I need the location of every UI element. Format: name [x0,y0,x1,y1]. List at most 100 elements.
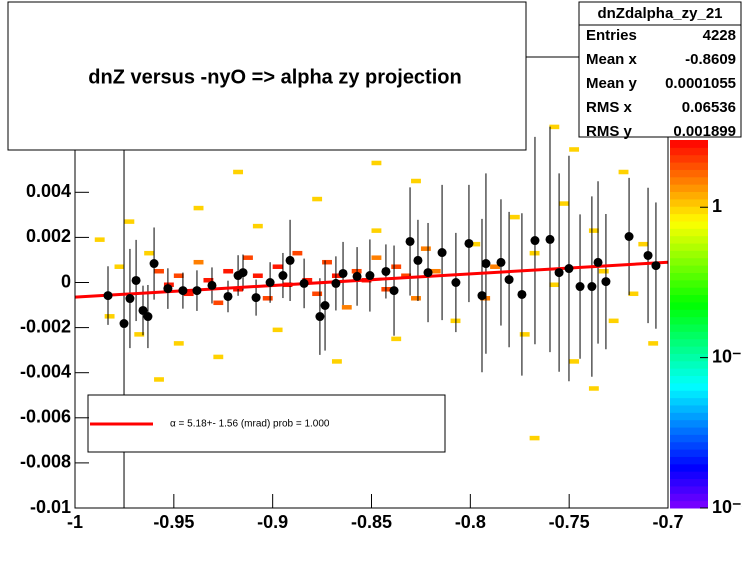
heatmap-cell [371,255,382,260]
palette-step [670,360,708,369]
profile-point [554,268,564,278]
heatmap-cell [470,241,481,247]
heatmap-cell [391,336,402,342]
palette-step [670,485,708,494]
stats-value: 0.0001055 [665,75,736,92]
heatmap-cell [371,228,382,233]
profile-point [389,286,399,296]
profile-point [651,261,661,271]
heatmap-cell [569,147,580,152]
palette-step [670,198,708,207]
profile-point [464,238,474,248]
heatmap-cell [124,219,135,224]
heatmap-cell [292,250,303,256]
heatmap-cell [114,264,125,269]
palette-step [670,191,708,200]
heatmap-cell [94,237,105,242]
heatmap-cell [213,300,224,306]
profile-point [545,234,555,244]
palette-step [670,441,708,450]
y-tick-label: -0.006 [20,407,71,427]
profile-point [315,312,325,322]
heatmap-cell [134,332,145,337]
heatmap-cell [608,318,619,324]
heatmap-cell [598,268,609,274]
palette-step [670,206,708,215]
profile-point [481,259,491,269]
profile-point [381,266,391,276]
profile-point [338,268,348,278]
stats-value: 4228 [703,27,736,44]
profile-point [564,264,574,274]
heatmap-cell [371,160,382,166]
profile-point [149,259,159,269]
profile-point [593,257,603,267]
heatmap-cell [312,291,323,297]
palette-step [670,147,708,156]
palette-step [670,301,708,310]
palette-step [670,390,708,399]
palette-step [670,140,708,148]
stats-name: Entries [586,27,637,44]
title-box [7,1,527,151]
profile-point [207,280,217,290]
heatmap-cell [223,268,234,274]
palette-step [670,279,708,288]
heatmap-cell [430,268,441,274]
heatmap-cell [233,169,244,175]
stats-name: RMS y [586,123,633,140]
palette-step [670,471,708,480]
heatmap-cell [588,386,599,391]
profile-point [423,268,433,278]
profile-point [477,291,487,301]
x-tick-label: -0.9 [257,512,288,532]
palette-step [670,419,708,428]
x-tick-label: -0.75 [549,512,590,532]
heatmap-cell [322,259,332,265]
z-tick-label: 10⁻¹ [712,346,742,366]
profile-point [575,282,585,292]
palette-step [670,228,708,237]
x-tick-label: -0.85 [351,512,392,532]
stats-title: dnZdalpha_zy_21 [597,5,722,22]
heatmap-cell [154,268,164,274]
palette-step [670,331,708,340]
profile-point [178,286,188,296]
palette-step [670,427,708,435]
heatmap-cell [588,228,599,233]
legend-text: α = 5.18+- 1.56 (mrad) prob = 1.000 [170,419,330,430]
profile-point [223,291,233,301]
stats-value: 0.001899 [673,123,736,140]
heatmap-cell [391,264,402,269]
z-tick-label: 1 [712,196,722,216]
profile-point [331,278,341,288]
y-tick-label: -0.008 [20,452,71,472]
palette-step [670,412,708,421]
profile-point [125,294,135,304]
y-tick-label: 0 [61,271,71,291]
heatmap-cell [262,296,273,301]
palette-step [670,397,708,406]
profile-point [601,277,611,287]
stats-value: -0.8609 [685,51,736,68]
heatmap-cell [420,246,431,251]
palette-step [670,434,708,443]
stats-name: Mean x [586,51,638,68]
profile-point [437,248,447,258]
heatmap-cell [549,124,560,130]
palette-step [670,493,708,502]
heatmap-cell [529,435,540,441]
heatmap-cell [411,178,421,184]
heatmap-cell [213,354,224,360]
palette-step [670,235,708,244]
heatmap-cell [331,359,342,364]
profile-point [143,312,153,322]
profile-point [119,319,129,329]
profile-point [299,278,309,288]
profile-point [643,250,653,260]
heatmap-cell [569,359,580,364]
x-tick-label: -0.8 [455,512,486,532]
x-tick-label: -0.7 [652,512,683,532]
heatmap-cell [252,223,263,229]
